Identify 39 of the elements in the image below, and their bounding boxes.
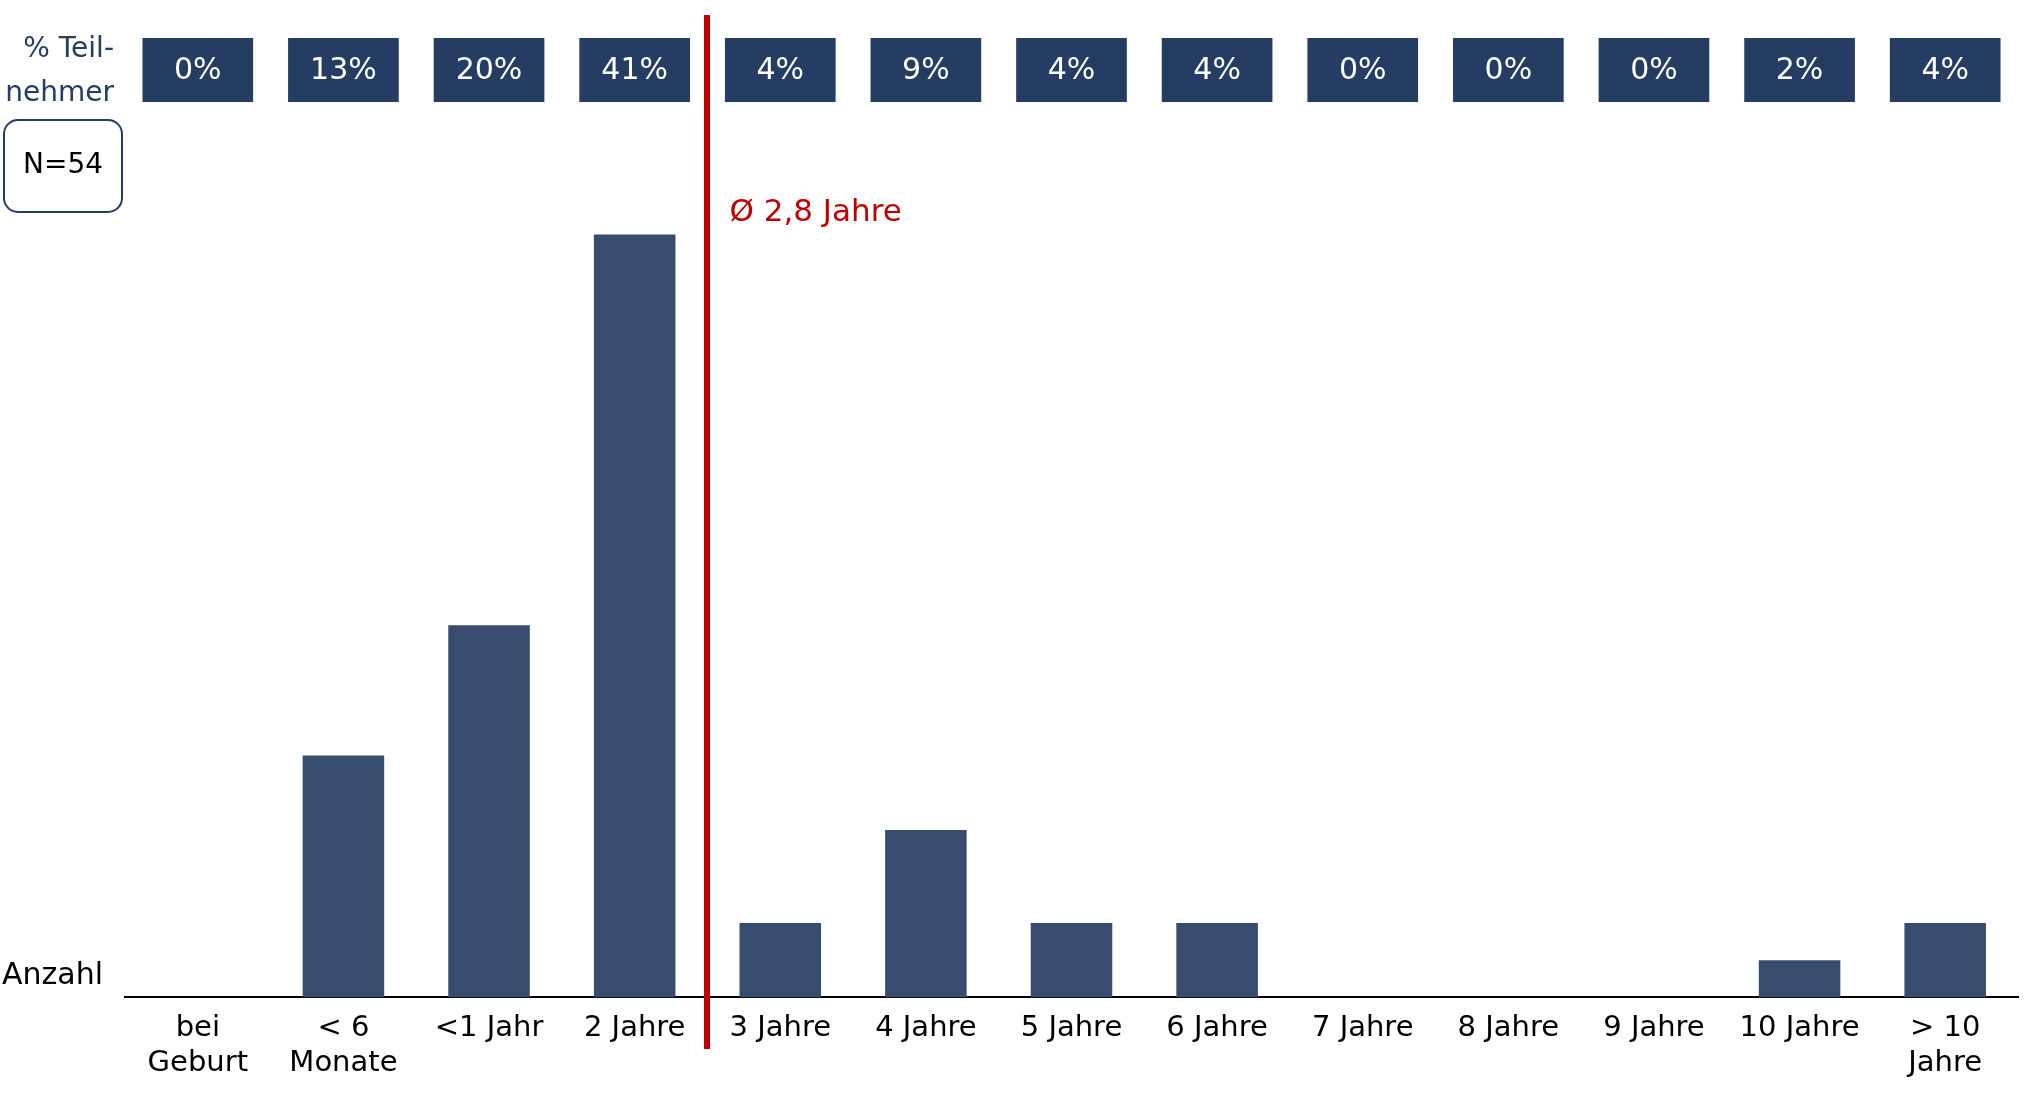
- bar: [448, 625, 530, 998]
- data-label: 20%: [455, 50, 523, 86]
- bar: [739, 922, 822, 998]
- bar: [885, 829, 967, 998]
- x-tick-label: 5 Jahre: [1020, 1009, 1123, 1044]
- bar: [593, 234, 676, 998]
- data-label: 0%: [174, 50, 222, 86]
- x-tick-label: 9 Jahre: [1603, 1009, 1705, 1044]
- x-tick-label: bei Geburt: [147, 1009, 249, 1079]
- data-label: 4%: [1921, 50, 1969, 86]
- data-label: 2%: [1775, 50, 1824, 86]
- bar: [1758, 960, 1841, 998]
- x-tick-label: < 6 Monate: [289, 1009, 398, 1079]
- text: N=54: [22, 147, 104, 181]
- data-label: 4%: [1047, 50, 1096, 86]
- data-label: 41%: [601, 50, 668, 86]
- data-label: 13%: [310, 50, 377, 86]
- data-label: 0%: [1484, 50, 1533, 86]
- bar: [1176, 922, 1258, 998]
- x-tick-label: 6 Jahre: [1166, 1009, 1268, 1044]
- x-tick-label: > 10 Jahre: [1906, 1009, 1983, 1079]
- bar: [302, 755, 385, 998]
- bar: [1030, 922, 1113, 998]
- text: % Teil- nehmer: [5, 31, 115, 109]
- y-axis-title: Anzahl: [2, 956, 104, 992]
- data-label: 0%: [1338, 50, 1387, 86]
- x-tick-label: 2 Jahre: [583, 1009, 686, 1044]
- data-label: 4%: [756, 50, 805, 86]
- x-tick-label: 8 Jahre: [1457, 1009, 1560, 1044]
- x-tick-label: 3 Jahre: [729, 1009, 832, 1044]
- x-tick-label: <1 Jahr: [434, 1009, 544, 1044]
- x-tick-label: 7 Jahre: [1311, 1009, 1414, 1044]
- x-tick-label: 10 Jahre: [1739, 1009, 1860, 1044]
- x-tick-label: 4 Jahre: [875, 1009, 977, 1044]
- data-label: 0%: [1630, 50, 1678, 86]
- data-label: 4%: [1193, 50, 1241, 86]
- data-label: 9%: [902, 50, 950, 86]
- text: Ø 2,8 Jahre: [729, 192, 902, 229]
- bar: [1904, 922, 1986, 998]
